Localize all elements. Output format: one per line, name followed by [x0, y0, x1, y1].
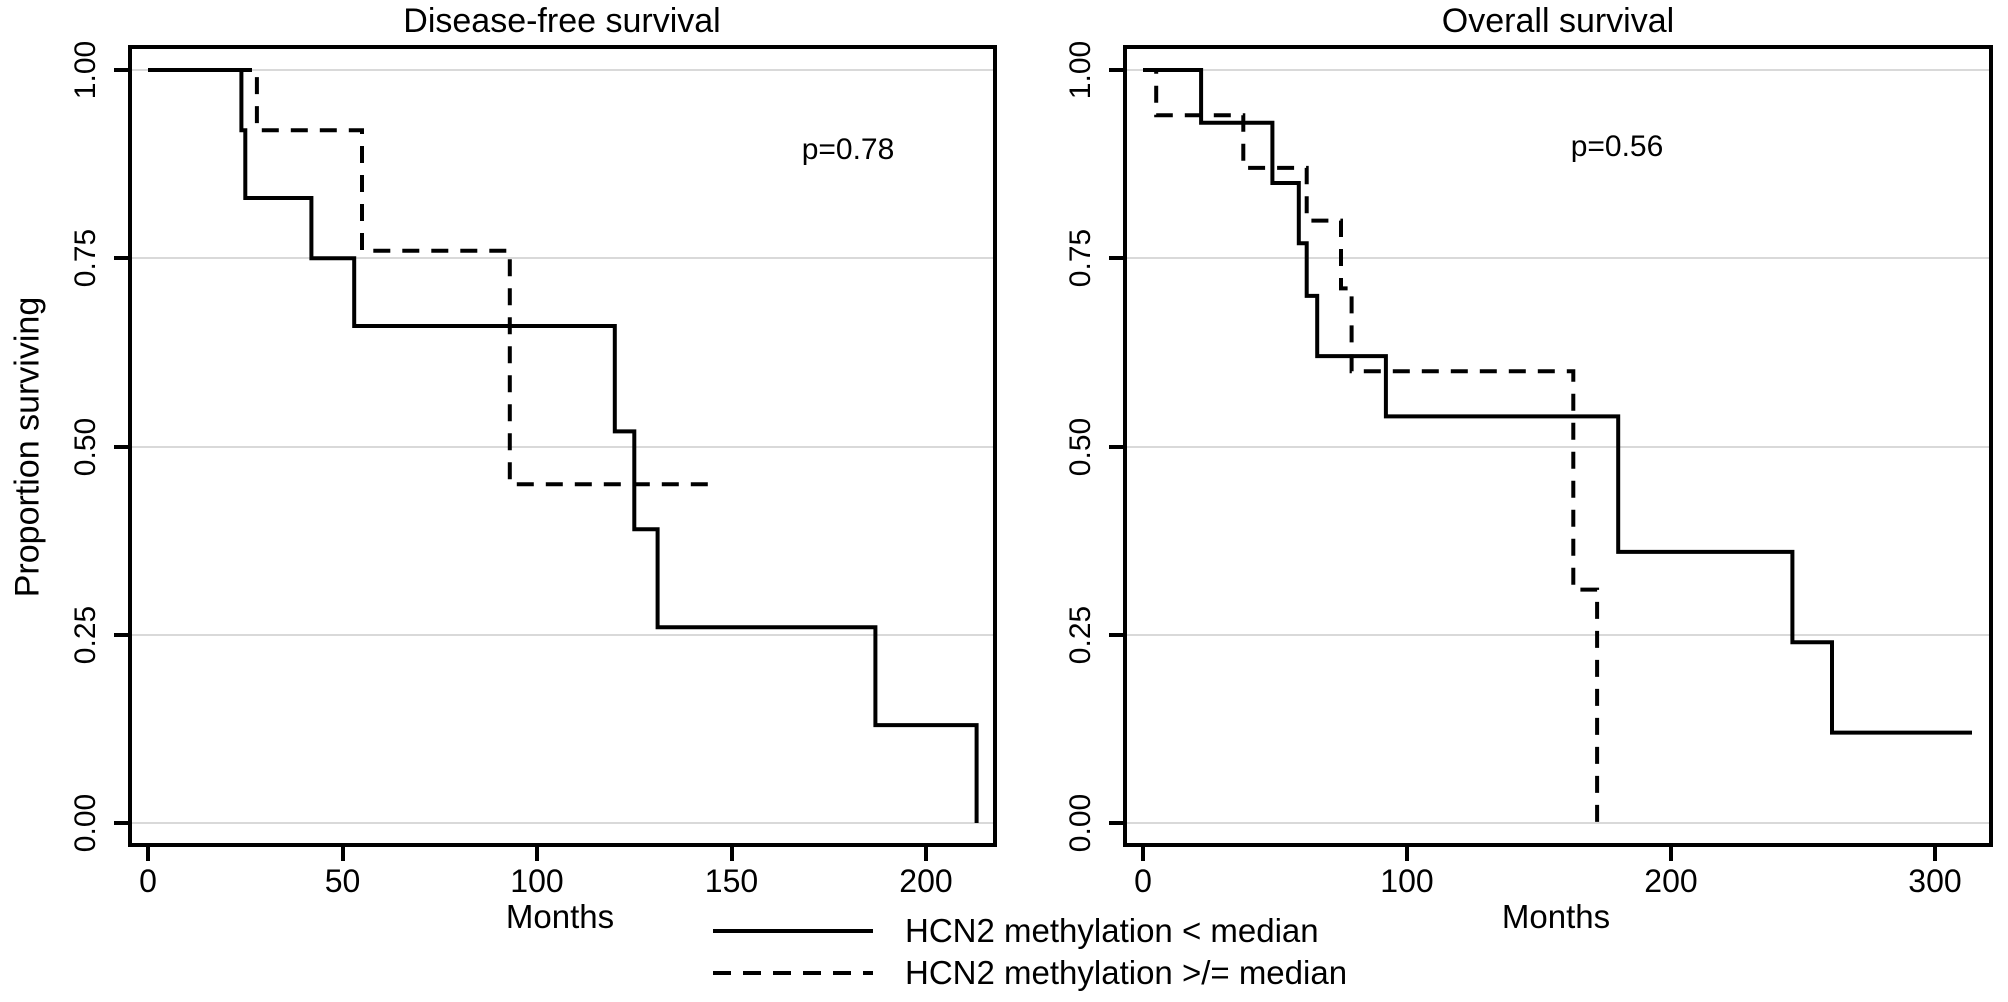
x-tick-100 [535, 847, 539, 861]
y-tick-label-0.25: 0.25 [1064, 605, 1097, 664]
legend-row-dashed: HCN2 methylation >/= median [713, 952, 1347, 994]
y-tick-0.25 [114, 632, 128, 637]
x-tick-50 [340, 847, 345, 861]
right-x-axis-label: Months [1501, 898, 1611, 935]
figure-legend: HCN2 methylation < median HCN2 methylati… [713, 910, 1347, 994]
gridline-0.00 [128, 822, 997, 824]
x-tick-label-300: 300 [1908, 863, 1962, 899]
y-tick-1.00 [114, 68, 128, 72]
x-tick-label-100: 100 [1380, 863, 1434, 899]
right-plot-title: Overall survival [1441, 2, 1675, 40]
y-tick-label-0.00: 0.00 [1064, 793, 1097, 853]
dashed-line-swatch-icon [713, 971, 873, 975]
x-tick-0 [1141, 847, 1145, 861]
y-axis-label: Proportion surviving [8, 296, 47, 598]
y-tick-label-1.00: 1.00 [69, 40, 102, 100]
x-tick-150 [729, 847, 734, 861]
y-tick-0.25 [1109, 632, 1123, 637]
solid-line-swatch-icon [713, 929, 873, 933]
legend-row-solid: HCN2 methylation < median [713, 910, 1347, 952]
x-tick-200 [924, 847, 928, 861]
y-tick-label-0.75: 0.75 [69, 229, 102, 288]
y-tick-label-0.50: 0.50 [69, 417, 102, 476]
legend-label-solid: HCN2 methylation < median [905, 912, 1319, 949]
x-tick-label-200: 200 [1644, 863, 1698, 899]
y-tick-label-0.50: 0.50 [1064, 417, 1097, 476]
x-tick-0 [146, 847, 150, 861]
legend-label-dashed: HCN2 methylation >/= median [905, 954, 1348, 991]
x-tick-label-100: 100 [510, 863, 564, 899]
left-x-axis-label: Months [505, 898, 615, 935]
x-tick-label-200: 200 [899, 863, 953, 899]
x-tick-300 [1933, 847, 1937, 861]
left-plot-area [128, 45, 997, 847]
left-plot-title: Disease-free survival [403, 2, 721, 40]
x-tick-200 [1669, 847, 1673, 861]
y-tick-1.00 [1109, 68, 1123, 72]
x-tick-label-150: 150 [704, 863, 759, 899]
y-tick-0.50 [114, 444, 128, 449]
y-tick-label-0.25: 0.25 [69, 605, 102, 664]
y-tick-0.00 [114, 821, 128, 825]
y-tick-0.00 [1109, 821, 1123, 825]
y-tick-label-0.00: 0.00 [69, 793, 102, 853]
x-tick-label-0: 0 [139, 863, 157, 899]
y-tick-0.50 [1109, 444, 1123, 449]
x-tick-label-50: 50 [324, 863, 361, 899]
y-tick-label-0.75: 0.75 [1064, 229, 1097, 288]
y-tick-0.75 [1109, 256, 1123, 261]
x-tick-label-0: 0 [1134, 863, 1152, 899]
x-tick-100 [1405, 847, 1409, 861]
y-tick-0.75 [114, 256, 128, 261]
y-tick-label-1.00: 1.00 [1064, 40, 1097, 100]
right-plot-area [1123, 45, 1993, 847]
